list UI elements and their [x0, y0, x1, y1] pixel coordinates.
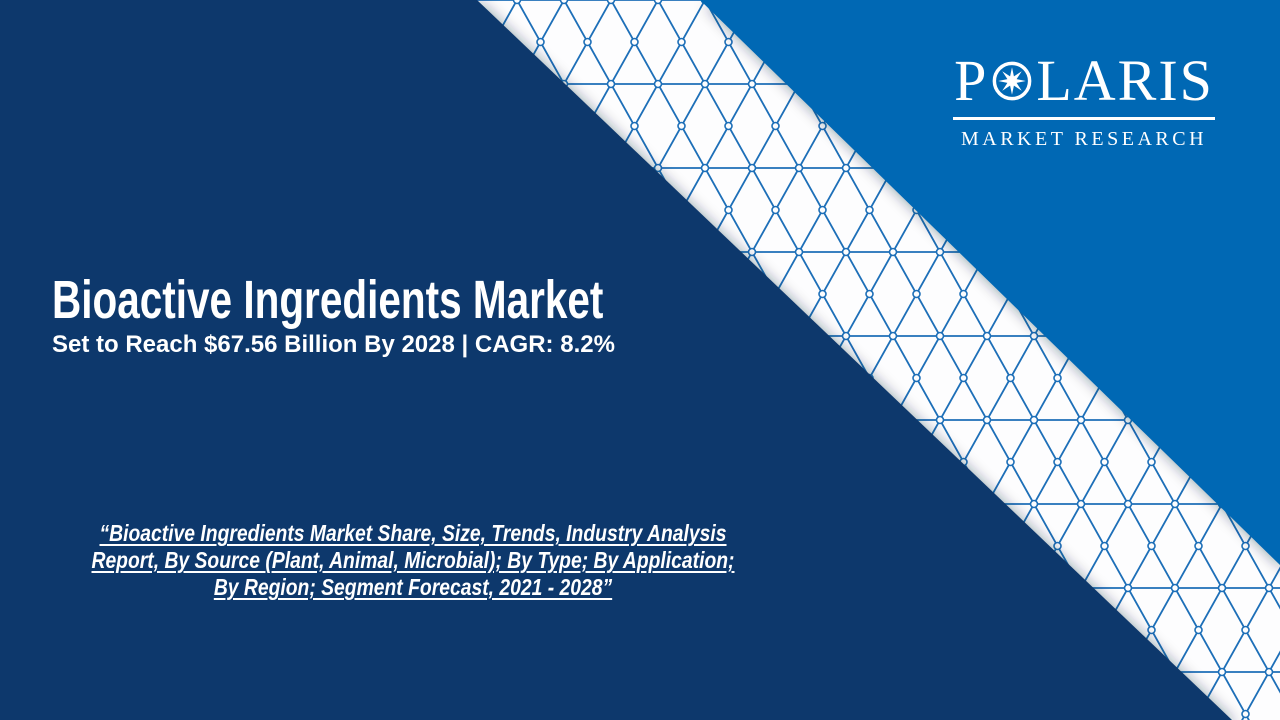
report-title-line-2: Report, By Source (Plant, Animal, Microb… — [91, 547, 735, 573]
brand-name-suffix: LARIS — [1036, 48, 1214, 113]
navy-main-panel — [0, 0, 1232, 720]
page-subtitle: Set to Reach $67.56 Billion By 2028 | CA… — [52, 331, 615, 358]
report-title-link[interactable]: “Bioactive Ingredients Market Share, Siz… — [69, 520, 758, 601]
brand-name-prefix: P — [954, 48, 989, 113]
brand-tagline: MARKET RESEARCH — [960, 128, 1208, 150]
azure-corner-triangle — [700, 0, 1280, 565]
compass-star-icon — [992, 61, 1032, 101]
logo-divider — [953, 117, 1215, 120]
hero-text-block: Bioactive Ingredients Market Set to Reac… — [52, 273, 787, 360]
report-title-line-1: “Bioactive Ingredients Market Share, Siz… — [99, 520, 727, 546]
brand-name: P LARIS — [954, 52, 1214, 110]
report-title-line-3: By Region; Segment Forecast, 2021 - 2028… — [213, 574, 613, 600]
brand-logo: P LARIS MARKET RESEARCH — [950, 52, 1218, 149]
page-title: Bioactive Ingredients Market — [52, 270, 604, 330]
